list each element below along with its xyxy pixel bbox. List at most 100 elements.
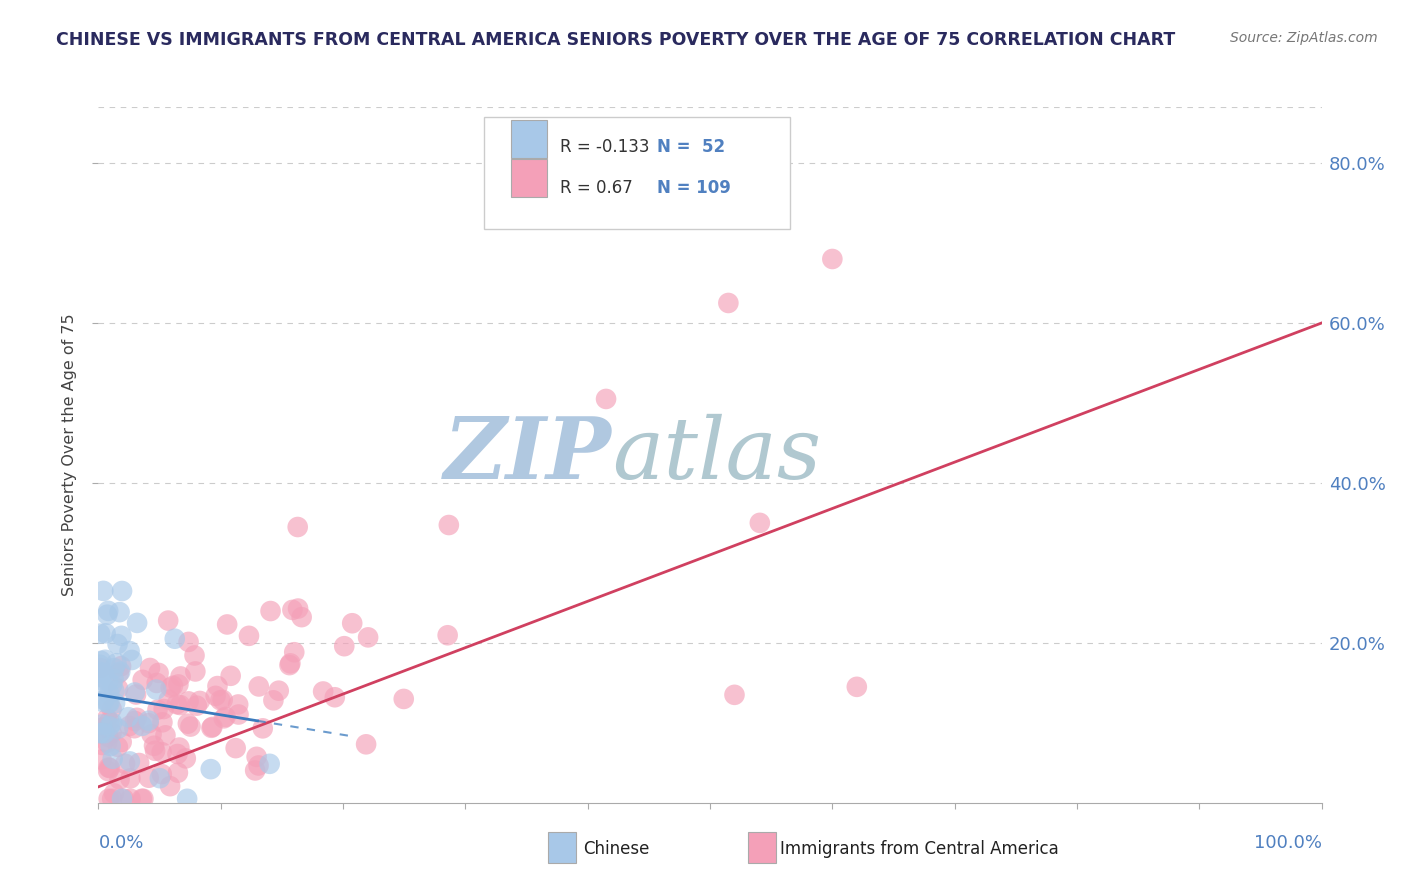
Point: [91, 738, 114, 752]
Point: [167, 677, 190, 691]
Point: [124, 685, 146, 699]
Point: [238, 629, 260, 643]
Point: [278, 658, 301, 673]
Point: [267, 683, 290, 698]
Point: [201, 720, 224, 734]
Point: [146, 703, 169, 717]
Point: [392, 692, 415, 706]
Point: [103, 683, 125, 698]
Point: [107, 681, 129, 696]
Point: [436, 628, 458, 642]
Point: [107, 739, 129, 754]
Point: [97, 792, 120, 806]
Point: [515, 192, 537, 206]
Point: [145, 682, 167, 697]
Point: [108, 772, 131, 787]
Point: [247, 758, 270, 772]
Point: [97, 764, 120, 778]
Point: [143, 744, 166, 758]
Point: [118, 755, 141, 769]
Point: [228, 707, 250, 722]
Point: [98, 761, 121, 775]
Point: [101, 752, 124, 766]
Point: [90, 726, 112, 740]
Point: [157, 614, 180, 628]
Point: [595, 392, 617, 406]
Point: [166, 747, 188, 761]
Point: [159, 681, 181, 695]
Point: [219, 669, 242, 683]
Point: [104, 696, 127, 710]
FancyBboxPatch shape: [510, 159, 547, 197]
Point: [177, 716, 200, 731]
Point: [91, 695, 114, 709]
Point: [287, 601, 309, 615]
Point: [107, 722, 129, 736]
Point: [118, 719, 141, 733]
Point: [281, 603, 304, 617]
Point: [200, 762, 222, 776]
Point: [96, 607, 118, 622]
Point: [162, 679, 184, 693]
Point: [90, 654, 112, 668]
Text: R = 0.67: R = 0.67: [560, 178, 633, 197]
Point: [163, 632, 186, 646]
Point: [283, 645, 305, 659]
Point: [246, 749, 269, 764]
FancyBboxPatch shape: [510, 120, 547, 158]
Point: [125, 688, 148, 702]
Point: [252, 722, 274, 736]
Point: [723, 688, 745, 702]
Point: [91, 721, 114, 735]
Point: [209, 693, 232, 707]
Point: [91, 679, 114, 693]
Point: [214, 710, 236, 724]
Point: [103, 661, 125, 675]
Point: [204, 689, 226, 703]
Text: R = -0.133: R = -0.133: [560, 138, 650, 156]
Point: [100, 726, 122, 740]
Point: [98, 719, 121, 733]
Point: [152, 702, 174, 716]
Point: [312, 684, 335, 698]
Point: [159, 779, 181, 793]
Point: [169, 740, 191, 755]
Point: [243, 764, 266, 778]
Point: [96, 736, 118, 750]
Point: [166, 697, 188, 711]
Point: [118, 644, 141, 658]
Point: [138, 714, 160, 728]
Point: [97, 730, 120, 744]
Point: [111, 792, 134, 806]
Point: [845, 680, 868, 694]
Point: [821, 252, 844, 266]
Point: [186, 698, 208, 713]
Point: [176, 792, 198, 806]
Point: [89, 673, 111, 687]
Point: [212, 711, 235, 725]
Point: [111, 735, 134, 749]
Point: [97, 604, 120, 618]
Point: [108, 605, 131, 619]
Point: [323, 690, 346, 705]
Point: [114, 756, 136, 771]
Point: [98, 686, 121, 700]
Point: [183, 648, 205, 663]
Point: [110, 665, 132, 679]
Point: [103, 672, 125, 686]
Point: [110, 659, 132, 673]
Text: atlas: atlas: [612, 414, 821, 496]
Text: Chinese: Chinese: [583, 840, 650, 858]
Point: [259, 604, 281, 618]
Point: [291, 610, 314, 624]
Text: N =  52: N = 52: [658, 138, 725, 156]
Point: [105, 657, 128, 671]
Point: [91, 583, 114, 598]
Point: [155, 728, 177, 742]
Point: [90, 661, 112, 675]
Point: [207, 679, 229, 693]
Point: [98, 696, 121, 710]
FancyBboxPatch shape: [484, 118, 790, 229]
Point: [91, 717, 114, 731]
Point: [96, 711, 118, 725]
